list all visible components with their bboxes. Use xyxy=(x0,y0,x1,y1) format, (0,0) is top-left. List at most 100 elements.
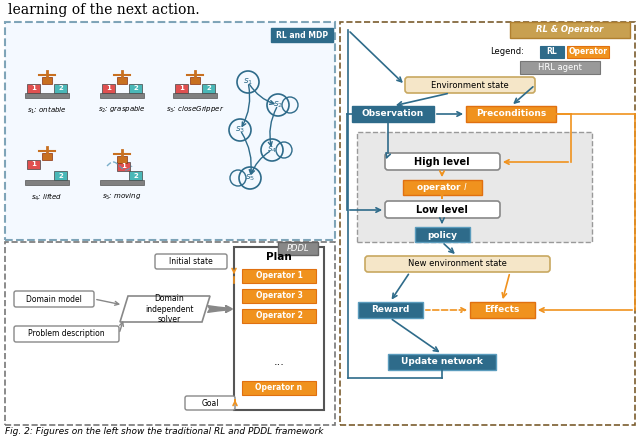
Bar xyxy=(54,171,67,180)
Text: $s_3$: closeGripper: $s_3$: closeGripper xyxy=(166,105,224,115)
Bar xyxy=(42,153,52,160)
Bar xyxy=(242,309,316,323)
Text: Goal: Goal xyxy=(201,399,219,408)
Bar xyxy=(54,84,67,93)
Bar xyxy=(567,46,609,58)
Text: Legend:: Legend: xyxy=(490,47,524,57)
Text: Low level: Low level xyxy=(416,205,468,215)
Text: 1: 1 xyxy=(106,85,111,91)
Bar xyxy=(470,302,535,318)
Text: 1: 1 xyxy=(31,161,36,168)
Text: Update network: Update network xyxy=(401,358,483,366)
Text: Environment state: Environment state xyxy=(431,80,509,89)
Text: 1: 1 xyxy=(121,164,126,169)
Bar xyxy=(540,46,564,58)
Bar xyxy=(352,106,434,122)
Text: 2: 2 xyxy=(133,85,138,91)
Text: $s_1$: $s_1$ xyxy=(243,77,253,87)
Text: Fig. 2: Figures on the left show the traditional RL and PDDL framework: Fig. 2: Figures on the left show the tra… xyxy=(5,427,323,436)
Bar xyxy=(242,289,316,303)
Bar xyxy=(25,180,69,185)
Bar xyxy=(117,162,130,171)
Text: ...: ... xyxy=(273,357,284,367)
Bar xyxy=(190,77,200,84)
Text: Effects: Effects xyxy=(484,305,520,315)
Text: $s_2$: $s_2$ xyxy=(273,100,283,110)
Text: 2: 2 xyxy=(58,85,63,91)
Text: $s_3$: $s_3$ xyxy=(235,125,245,135)
FancyBboxPatch shape xyxy=(14,326,119,342)
Text: High level: High level xyxy=(414,157,470,167)
Text: HRL agent: HRL agent xyxy=(538,63,582,72)
Text: 2: 2 xyxy=(58,172,63,179)
Bar xyxy=(403,180,482,195)
Text: Operator 2: Operator 2 xyxy=(255,312,303,320)
Bar xyxy=(173,93,217,98)
Bar xyxy=(25,93,69,98)
Text: Problem description: Problem description xyxy=(28,329,104,339)
FancyBboxPatch shape xyxy=(365,256,550,272)
Text: $s_5$: $s_5$ xyxy=(245,173,255,183)
Text: Operator: Operator xyxy=(568,47,607,57)
Bar xyxy=(129,171,142,180)
Text: $s_4$: $s_4$ xyxy=(267,145,277,155)
Bar xyxy=(510,22,630,38)
Bar xyxy=(388,354,496,370)
Text: Observation: Observation xyxy=(362,110,424,118)
Bar xyxy=(100,180,144,185)
Bar xyxy=(117,77,127,84)
Text: RL and MDP: RL and MDP xyxy=(276,30,328,39)
Bar xyxy=(129,84,142,93)
Text: 1: 1 xyxy=(31,85,36,91)
Bar xyxy=(5,242,335,425)
Text: policy: policy xyxy=(427,230,457,240)
Text: Operator 1: Operator 1 xyxy=(255,271,303,281)
Bar xyxy=(102,84,115,93)
FancyBboxPatch shape xyxy=(405,77,535,93)
Bar xyxy=(242,381,316,395)
Bar xyxy=(358,302,423,318)
Bar xyxy=(234,247,324,410)
Bar xyxy=(202,84,215,93)
Text: Operator n: Operator n xyxy=(255,384,303,392)
Polygon shape xyxy=(120,296,210,322)
Bar xyxy=(520,61,600,74)
FancyBboxPatch shape xyxy=(155,254,227,269)
Bar xyxy=(466,106,556,122)
Text: learning of the next action.: learning of the next action. xyxy=(8,3,200,17)
Text: $s_2$: graspable: $s_2$: graspable xyxy=(98,105,146,115)
Text: 2: 2 xyxy=(133,172,138,179)
Text: New environment state: New environment state xyxy=(408,259,506,268)
Bar xyxy=(100,93,144,98)
Text: $s_4$: lifted: $s_4$: lifted xyxy=(31,192,63,203)
Bar xyxy=(271,28,333,42)
FancyBboxPatch shape xyxy=(185,396,235,410)
Text: operator $l$: operator $l$ xyxy=(416,182,468,194)
Bar xyxy=(117,156,127,163)
Bar xyxy=(5,22,335,240)
Bar xyxy=(42,77,52,84)
FancyBboxPatch shape xyxy=(14,291,94,307)
Text: Preconditions: Preconditions xyxy=(476,110,546,118)
Text: Domain model: Domain model xyxy=(26,294,82,304)
Text: Plan: Plan xyxy=(266,252,292,262)
Text: Operator 3: Operator 3 xyxy=(255,292,303,301)
Text: Domain
independent
solver: Domain independent solver xyxy=(145,294,193,324)
FancyBboxPatch shape xyxy=(385,153,500,170)
Text: $s_1$: ontable: $s_1$: ontable xyxy=(27,105,67,116)
Text: PDDL: PDDL xyxy=(287,244,309,253)
Text: RL: RL xyxy=(547,47,557,57)
Bar xyxy=(27,160,40,169)
Text: 1: 1 xyxy=(179,85,184,91)
Text: RL & Operator: RL & Operator xyxy=(536,26,604,34)
FancyBboxPatch shape xyxy=(385,201,500,218)
Text: 2: 2 xyxy=(206,85,211,91)
Text: Reward: Reward xyxy=(371,305,409,315)
Bar xyxy=(242,269,316,283)
Text: $s_5$: moving: $s_5$: moving xyxy=(102,192,141,202)
Bar xyxy=(415,227,470,242)
Bar xyxy=(27,84,40,93)
Bar xyxy=(175,84,188,93)
Text: Initial state: Initial state xyxy=(169,257,213,266)
Bar xyxy=(340,22,635,425)
